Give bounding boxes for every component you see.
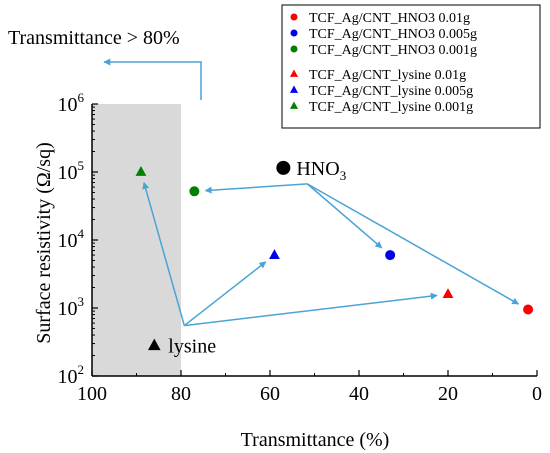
y-tick-base: 10 bbox=[58, 230, 78, 252]
legend-label-1: TCF_Ag/CNT_HNO3 0.005g bbox=[309, 27, 477, 42]
legend-marker-2 bbox=[290, 45, 298, 53]
legend-marker-3 bbox=[289, 69, 299, 77]
y-axis-label: Surface resistivity (Ω/sq) bbox=[33, 142, 55, 343]
hno3-label-main: HNO bbox=[296, 158, 339, 180]
legend-marker-1 bbox=[290, 29, 298, 37]
y-tick-label: 106 bbox=[58, 90, 85, 116]
annotations: HNO3 lysine bbox=[148, 158, 346, 358]
legend-label-0: TCF_Ag/CNT_HNO3 0.01g bbox=[309, 11, 470, 26]
y-tick-exponent: 3 bbox=[78, 294, 85, 309]
legend-marker-5 bbox=[289, 101, 299, 109]
threshold-arrow bbox=[103, 58, 202, 100]
y-tick-exponent: 6 bbox=[78, 90, 85, 105]
data-point-0 bbox=[523, 304, 534, 315]
y-tick-base: 10 bbox=[58, 162, 78, 184]
x-tick-label: 60 bbox=[260, 383, 280, 405]
y-tick-label: 103 bbox=[58, 294, 85, 320]
data-points bbox=[135, 166, 534, 315]
annotation-arrow-4 bbox=[183, 261, 267, 327]
x-tick-label: 80 bbox=[171, 383, 191, 405]
hno3-annotation-label: HNO3 bbox=[296, 158, 346, 183]
lysine-annotation-label: lysine bbox=[168, 336, 216, 358]
x-tick-label: 40 bbox=[349, 383, 369, 405]
lysine-annotation-marker bbox=[148, 338, 161, 351]
y-tick-label: 102 bbox=[58, 362, 85, 388]
data-point-5 bbox=[135, 166, 147, 176]
legend-label-2: TCF_Ag/CNT_HNO3 0.001g bbox=[309, 43, 477, 58]
legend-box bbox=[281, 4, 541, 129]
hno3-label-sub: 3 bbox=[340, 168, 347, 183]
y-tick-label: 105 bbox=[58, 158, 85, 184]
y-tick-label: 104 bbox=[58, 226, 85, 252]
x-tick-label: 100 bbox=[77, 383, 107, 405]
annotation-arrow-2 bbox=[204, 183, 308, 194]
y-tick-base: 10 bbox=[58, 94, 78, 116]
y-tick-base: 10 bbox=[58, 366, 78, 388]
y-tick-exponent: 5 bbox=[78, 158, 85, 173]
x-tick-label: 20 bbox=[438, 383, 458, 405]
y-tick-exponent: 4 bbox=[78, 226, 85, 241]
x-axis-ticks: 100 80 60 40 20 0 bbox=[77, 370, 542, 405]
annotation-arrow-0 bbox=[306, 183, 520, 305]
threshold-label: Transmittance > 80% bbox=[8, 27, 180, 49]
annotation-arrow-5 bbox=[142, 181, 186, 326]
data-point-4 bbox=[269, 249, 280, 259]
legend-marker-4 bbox=[289, 85, 299, 93]
x-tick-label: 0 bbox=[532, 383, 542, 405]
hno3-annotation-marker bbox=[276, 160, 291, 175]
legend-label-5: TCF_Ag/CNT_lysine 0.001g bbox=[309, 100, 473, 115]
legend-label-4: TCF_Ag/CNT_lysine 0.005g bbox=[309, 84, 473, 99]
y-tick-base: 10 bbox=[58, 298, 78, 320]
data-point-3 bbox=[442, 288, 454, 299]
legend-marker-0 bbox=[290, 13, 298, 21]
x-axis-label: Transmittance (%) bbox=[241, 429, 390, 451]
annotation-arrows bbox=[142, 181, 520, 327]
legend-label-3: TCF_Ag/CNT_lysine 0.01g bbox=[309, 68, 466, 83]
data-point-2 bbox=[189, 186, 200, 197]
data-point-1 bbox=[385, 250, 396, 261]
annotation-arrow-1 bbox=[306, 183, 383, 249]
annotation-arrow-3 bbox=[184, 292, 438, 327]
shaded-region bbox=[92, 104, 181, 376]
y-tick-exponent: 2 bbox=[78, 362, 85, 377]
